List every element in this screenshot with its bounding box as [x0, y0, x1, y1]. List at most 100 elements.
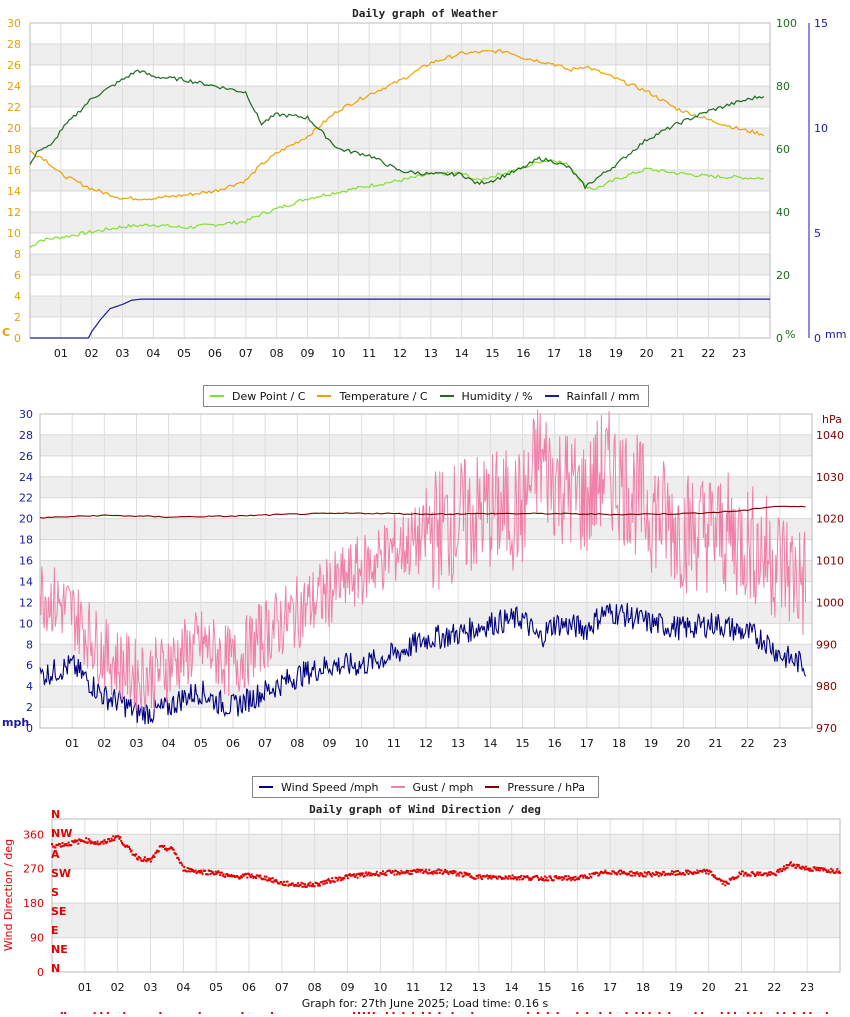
direction-point — [226, 873, 229, 876]
direction-point — [103, 839, 106, 842]
direction-point — [120, 839, 123, 842]
direction-point — [106, 841, 109, 844]
direction-point — [487, 875, 490, 878]
legend-rainfall-label: Rainfall / mm — [566, 389, 640, 403]
direction-rug-mark — [93, 1012, 96, 1014]
direction-y-tick-label: 180 — [23, 897, 44, 910]
direction-point — [721, 882, 724, 885]
direction-point — [451, 870, 454, 873]
direction-point — [836, 868, 839, 871]
direction-point — [388, 869, 391, 872]
direction-point — [701, 870, 704, 873]
direction-point — [777, 870, 780, 873]
direction-point — [684, 873, 687, 876]
direction-point — [480, 876, 483, 879]
direction-point — [637, 873, 640, 876]
direction-rug-mark — [658, 1012, 661, 1014]
direction-point — [333, 880, 336, 883]
direction-point — [66, 844, 69, 847]
direction-x-tick-label: 06 — [242, 981, 256, 994]
direction-point — [560, 876, 563, 879]
direction-point — [182, 869, 185, 872]
direction-point — [684, 869, 687, 872]
direction-point — [283, 880, 286, 883]
direction-point — [543, 879, 546, 882]
humidity-swatch — [439, 395, 454, 397]
direction-point — [572, 876, 575, 879]
direction-point — [765, 872, 768, 875]
direction-point — [95, 842, 98, 845]
direction-point — [276, 880, 279, 883]
direction-point — [177, 858, 180, 861]
direction-rug-mark — [586, 1012, 589, 1014]
direction-point — [206, 873, 209, 876]
wind-x-tick-label: 10 — [355, 737, 369, 750]
direction-point — [219, 874, 222, 877]
weather-x-tick-label: 05 — [177, 347, 191, 360]
direction-point — [830, 867, 833, 870]
direction-point — [669, 873, 672, 876]
direction-point — [85, 837, 88, 840]
direction-point — [536, 876, 539, 879]
direction-point — [720, 879, 723, 882]
weather-left-tick: 24 — [7, 80, 21, 93]
wind-speed-swatch — [259, 786, 273, 788]
direction-point — [527, 876, 530, 879]
direction-compass-label: N — [51, 962, 60, 975]
direction-rug-mark — [783, 1012, 786, 1014]
direction-point — [284, 884, 287, 887]
wind-x-tick-label: 15 — [516, 737, 530, 750]
direction-point — [656, 873, 659, 876]
direction-point — [824, 869, 827, 872]
direction-point — [229, 875, 232, 878]
direction-rug-mark — [471, 1012, 474, 1014]
direction-point — [105, 842, 108, 845]
direction-point — [834, 871, 837, 874]
direction-point — [467, 874, 470, 877]
direction-point — [109, 840, 112, 843]
direction-point — [187, 870, 190, 873]
direction-point — [454, 870, 457, 873]
direction-x-tick-label: 20 — [702, 981, 716, 994]
legend-temperature-label: Temperature / C — [339, 389, 428, 403]
weather-rain-tick: 10 — [814, 122, 828, 135]
direction-point — [785, 864, 788, 867]
direction-point — [87, 838, 90, 841]
direction-point — [438, 871, 441, 874]
direction-point — [339, 876, 342, 879]
direction-point — [791, 865, 794, 868]
direction-point — [573, 879, 576, 882]
direction-point — [215, 872, 218, 875]
direction-point — [588, 873, 591, 876]
direction-point — [304, 883, 307, 886]
direction-point — [449, 870, 452, 873]
direction-compass-label: NW — [51, 827, 72, 840]
direction-point — [450, 871, 453, 874]
wind-x-tick-label: 06 — [226, 737, 240, 750]
direction-rug-mark — [536, 1012, 539, 1014]
weather-left-tick: 2 — [14, 311, 21, 324]
direction-point — [670, 872, 673, 875]
direction-point — [784, 867, 787, 870]
direction-point — [529, 878, 532, 881]
legend-pressure-label: Pressure / hPa — [507, 780, 585, 794]
direction-point — [633, 872, 636, 875]
weather-rain-tick: 0 — [814, 332, 821, 345]
direction-point — [474, 877, 477, 880]
direction-point — [713, 874, 716, 877]
direction-point — [547, 879, 550, 882]
wind-right-unit: hPa — [822, 413, 842, 426]
direction-rug-mark — [727, 1012, 730, 1014]
direction-point — [740, 872, 743, 875]
wind-pressure-tick: 990 — [816, 638, 837, 651]
direction-x-tick-label: 17 — [603, 981, 617, 994]
direction-point — [76, 839, 79, 842]
direction-point — [599, 872, 602, 875]
direction-rug-mark — [825, 1012, 828, 1014]
direction-point — [529, 877, 532, 880]
weather-x-tick-label: 14 — [455, 347, 469, 360]
dew-point-swatch — [210, 395, 224, 397]
direction-point — [369, 872, 372, 875]
wind-pressure-tick: 1010 — [816, 555, 844, 568]
direction-point — [51, 843, 53, 846]
